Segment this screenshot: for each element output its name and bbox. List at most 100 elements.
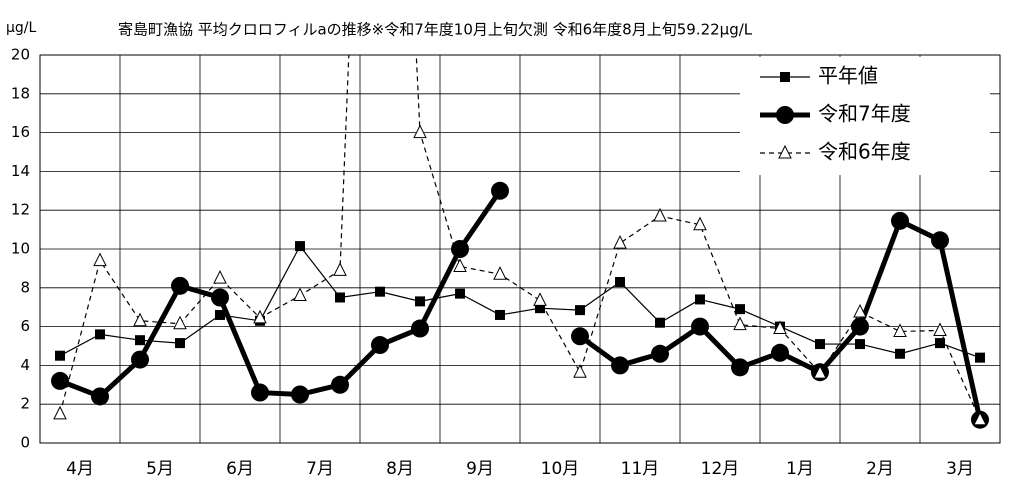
- data-point: [55, 350, 65, 361]
- data-point: [851, 317, 869, 336]
- data-point: [371, 336, 389, 355]
- data-point: [533, 292, 547, 306]
- y-tick-label: 20: [11, 46, 30, 64]
- data-point: [135, 335, 145, 346]
- data-point: [611, 356, 629, 375]
- data-point: [175, 338, 185, 349]
- data-point: [493, 266, 507, 280]
- y-tick-label: 12: [11, 201, 30, 219]
- data-point: [133, 312, 147, 327]
- data-point: [735, 304, 745, 315]
- x-tick-label: 10月: [541, 459, 580, 479]
- data-point: [815, 339, 825, 350]
- series-line: [59, 55, 981, 420]
- y-axis-label: μg/L: [6, 20, 37, 36]
- data-point: [331, 375, 349, 394]
- data-point: [771, 343, 789, 362]
- legend-label: 令和6年度: [818, 140, 911, 164]
- x-tick-label: 8月: [386, 459, 414, 479]
- data-point: [613, 235, 627, 249]
- data-point: [293, 287, 307, 302]
- data-point: [731, 358, 749, 377]
- data-point: [335, 292, 345, 303]
- data-point: [451, 240, 469, 258]
- plot-area: [51, 55, 989, 429]
- plot-border: [39, 54, 1001, 444]
- y-tick-label: 18: [11, 84, 30, 102]
- data-point: [333, 262, 347, 276]
- data-point: [291, 385, 309, 404]
- x-tick-label: 3月: [946, 459, 974, 479]
- data-point: [853, 303, 867, 318]
- x-tick-label: 6月: [226, 459, 254, 479]
- y-tick-label: 4: [20, 356, 30, 374]
- series-line: [59, 245, 981, 359]
- data-point: [691, 317, 709, 336]
- y-tick-label: 14: [11, 162, 30, 180]
- data-point: [813, 365, 827, 379]
- data-point: [615, 276, 625, 287]
- data-point: [535, 303, 545, 314]
- data-point: [413, 124, 427, 139]
- data-point: [653, 207, 667, 222]
- x-tick-label: 7月: [306, 459, 334, 479]
- y-tick-label: 10: [11, 240, 30, 258]
- data-point: [773, 320, 787, 335]
- legend-label: 令和7年度: [818, 102, 911, 126]
- data-point: [893, 323, 907, 337]
- y-tick-label: 2: [20, 395, 30, 413]
- data-point: [895, 348, 905, 359]
- data-point: [131, 350, 149, 369]
- data-point: [51, 371, 69, 390]
- data-point: [695, 294, 705, 305]
- series-line: [59, 189, 503, 399]
- data-point: [571, 327, 589, 346]
- data-point: [693, 216, 707, 231]
- x-tick-label: 5月: [146, 459, 174, 479]
- data-point: [173, 315, 187, 330]
- x-tick-label: 2月: [866, 459, 894, 479]
- data-point: [251, 383, 269, 402]
- x-tick-label: 12月: [701, 459, 740, 479]
- data-point: [491, 181, 509, 200]
- data-point: [935, 338, 945, 349]
- y-tick-label: 16: [11, 123, 30, 141]
- data-point: [933, 322, 947, 336]
- data-point: [91, 387, 109, 406]
- chart-title: 寄島町漁協 平均クロロフィルaの推移※令和7年度10月上旬欠測 令和6年度8月上…: [118, 21, 753, 39]
- data-point: [973, 411, 987, 426]
- x-tick-label: 4月: [66, 459, 94, 479]
- data-point: [93, 252, 107, 267]
- data-point: [651, 344, 669, 363]
- data-point: [575, 305, 585, 316]
- legend-marker: [778, 144, 792, 159]
- data-point: [211, 288, 229, 307]
- legend-marker: [776, 106, 794, 124]
- data-point: [411, 319, 429, 338]
- data-point: [455, 288, 465, 299]
- data-point: [171, 276, 189, 295]
- data-point: [215, 309, 225, 320]
- legend-label: 平年値: [818, 64, 878, 88]
- data-point: [415, 296, 425, 307]
- x-tick-label: 11月: [621, 459, 660, 479]
- data-point: [931, 231, 949, 250]
- data-point: [253, 309, 267, 324]
- data-point: [95, 329, 105, 340]
- data-point: [573, 364, 587, 378]
- y-tick-label: 0: [20, 434, 30, 452]
- data-point: [453, 258, 467, 272]
- data-point: [975, 352, 985, 363]
- x-tick-label: 9月: [466, 459, 494, 479]
- data-point: [375, 286, 385, 297]
- data-point: [733, 316, 747, 331]
- data-point: [655, 317, 665, 328]
- data-point: [295, 241, 305, 252]
- data-point: [855, 339, 865, 350]
- data-point: [53, 405, 67, 420]
- data-point: [891, 211, 909, 230]
- data-point: [213, 269, 227, 284]
- y-tick-label: 8: [20, 278, 30, 296]
